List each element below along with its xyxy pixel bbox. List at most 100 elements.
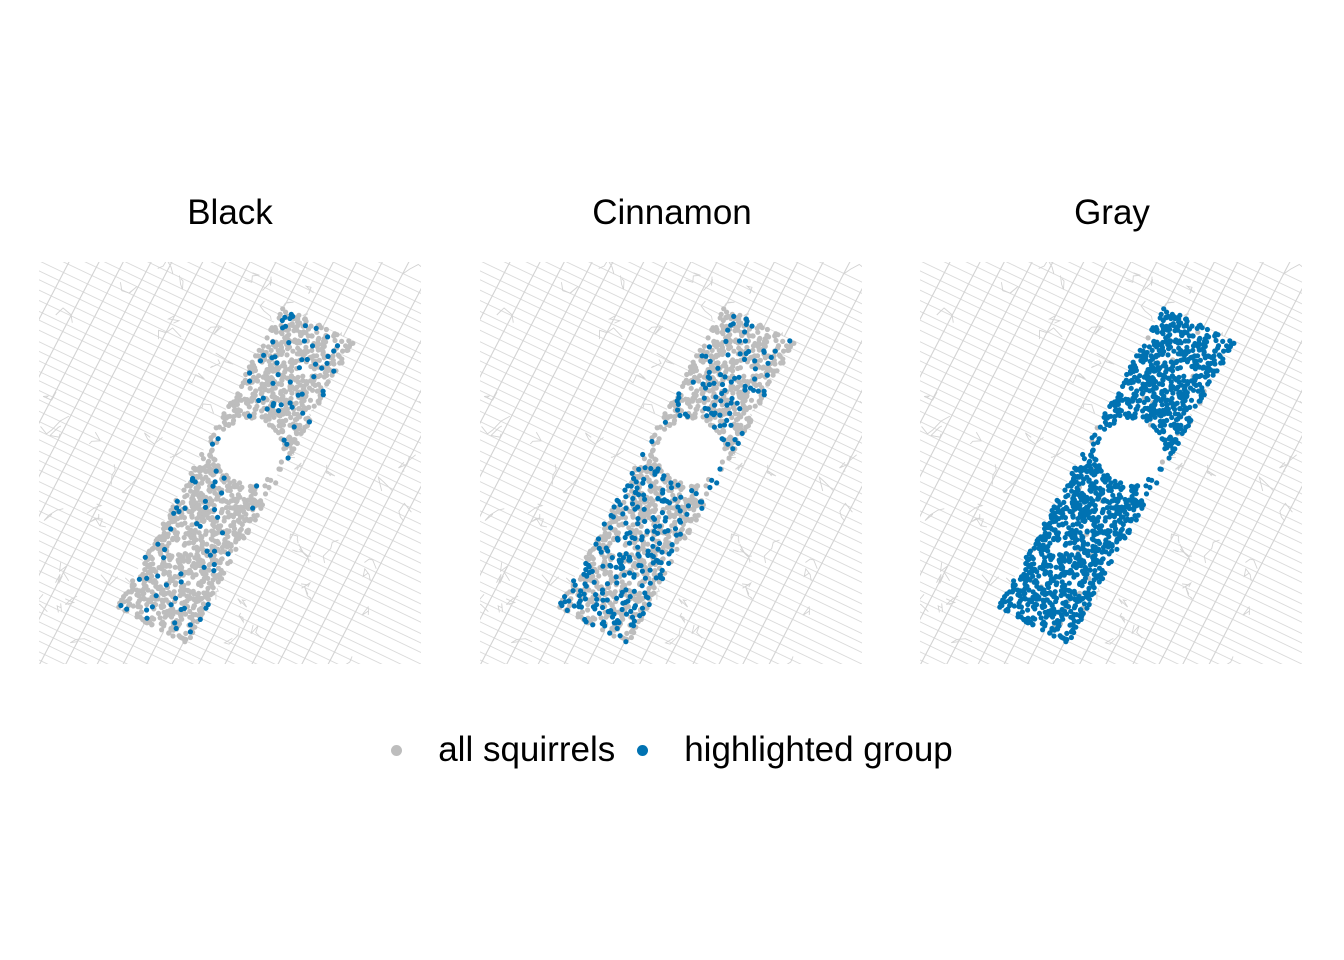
point-highlighted — [1125, 413, 1131, 419]
point-all — [243, 371, 249, 378]
point-all — [187, 634, 193, 641]
point-highlighted — [270, 403, 276, 409]
point-all — [688, 385, 694, 391]
point-all — [703, 483, 709, 489]
point-all — [314, 388, 320, 394]
point-all — [241, 535, 247, 541]
point-highlighted — [1147, 388, 1153, 394]
point-highlighted — [1194, 325, 1200, 331]
point-highlighted — [711, 424, 717, 430]
point-highlighted — [659, 549, 665, 555]
point-all — [288, 440, 294, 446]
point-all — [652, 568, 658, 574]
point-all — [255, 378, 261, 384]
point-highlighted — [279, 317, 285, 324]
point-all — [247, 483, 253, 489]
point-highlighted — [1184, 390, 1190, 396]
point-highlighted — [1183, 394, 1190, 400]
point-highlighted — [702, 405, 708, 411]
point-highlighted — [1071, 596, 1077, 602]
point-highlighted — [636, 562, 642, 568]
point-all — [223, 421, 229, 428]
point-highlighted — [659, 567, 665, 573]
point-highlighted — [662, 529, 668, 535]
point-highlighted — [629, 614, 636, 620]
point-all — [284, 352, 290, 358]
point-highlighted — [657, 572, 663, 578]
point-highlighted — [702, 385, 709, 391]
point-all — [204, 541, 210, 547]
point-all — [187, 614, 193, 620]
point-all — [311, 403, 317, 409]
point-all — [710, 355, 716, 361]
point-all — [728, 338, 734, 344]
point-highlighted — [1087, 487, 1093, 493]
point-highlighted — [718, 398, 724, 404]
point-all — [285, 346, 291, 352]
point-highlighted — [677, 412, 683, 419]
point-all — [607, 569, 613, 575]
point-all — [216, 572, 222, 578]
point-highlighted — [270, 339, 276, 345]
point-highlighted — [324, 360, 330, 366]
point-all — [174, 537, 180, 543]
point-all — [212, 575, 218, 581]
point-all — [255, 353, 261, 359]
point-all — [215, 565, 222, 571]
point-highlighted — [1213, 337, 1219, 344]
point-all — [167, 608, 173, 614]
point-all — [144, 601, 150, 608]
point-all — [248, 516, 254, 522]
point-all — [295, 374, 301, 380]
point-highlighted — [640, 451, 646, 458]
point-all — [646, 585, 652, 591]
point-all — [693, 503, 699, 509]
point-highlighted — [282, 323, 289, 329]
point-highlighted — [1096, 565, 1103, 571]
point-highlighted — [572, 582, 578, 588]
point-all — [265, 476, 271, 483]
point-highlighted — [1159, 381, 1166, 388]
point-all — [278, 343, 284, 349]
point-highlighted — [1071, 588, 1077, 594]
point-all — [239, 514, 245, 520]
point-all — [609, 603, 615, 609]
point-highlighted — [204, 548, 210, 554]
point-highlighted — [576, 604, 582, 610]
point-all — [296, 406, 302, 412]
point-all — [219, 498, 225, 504]
point-highlighted — [648, 465, 654, 472]
point-all — [135, 604, 141, 610]
point-highlighted — [1072, 535, 1078, 542]
point-highlighted — [1074, 485, 1080, 491]
point-highlighted — [1117, 519, 1124, 525]
point-highlighted — [1055, 537, 1061, 543]
point-all — [295, 379, 301, 385]
point-all — [654, 425, 660, 431]
point-highlighted — [1205, 353, 1211, 359]
point-highlighted — [1158, 413, 1164, 419]
point-all — [721, 348, 727, 355]
point-all — [721, 306, 727, 312]
point-all — [278, 459, 284, 465]
point-highlighted — [623, 639, 629, 645]
point-highlighted — [1122, 535, 1128, 541]
point-all — [672, 519, 678, 525]
point-highlighted — [1184, 344, 1190, 350]
point-highlighted — [660, 476, 666, 482]
point-highlighted — [1201, 351, 1207, 357]
point-highlighted — [1093, 479, 1099, 485]
point-highlighted — [623, 505, 629, 511]
point-highlighted — [299, 357, 305, 363]
point-highlighted — [1010, 582, 1016, 588]
point-highlighted — [1009, 589, 1015, 595]
point-all — [719, 459, 725, 465]
point-highlighted — [1048, 576, 1054, 583]
point-all — [246, 404, 252, 410]
point-highlighted — [1062, 487, 1068, 493]
point-highlighted — [331, 368, 337, 374]
point-all — [191, 560, 197, 566]
point-highlighted — [601, 619, 607, 625]
point-highlighted — [736, 374, 742, 380]
point-highlighted — [628, 483, 634, 489]
